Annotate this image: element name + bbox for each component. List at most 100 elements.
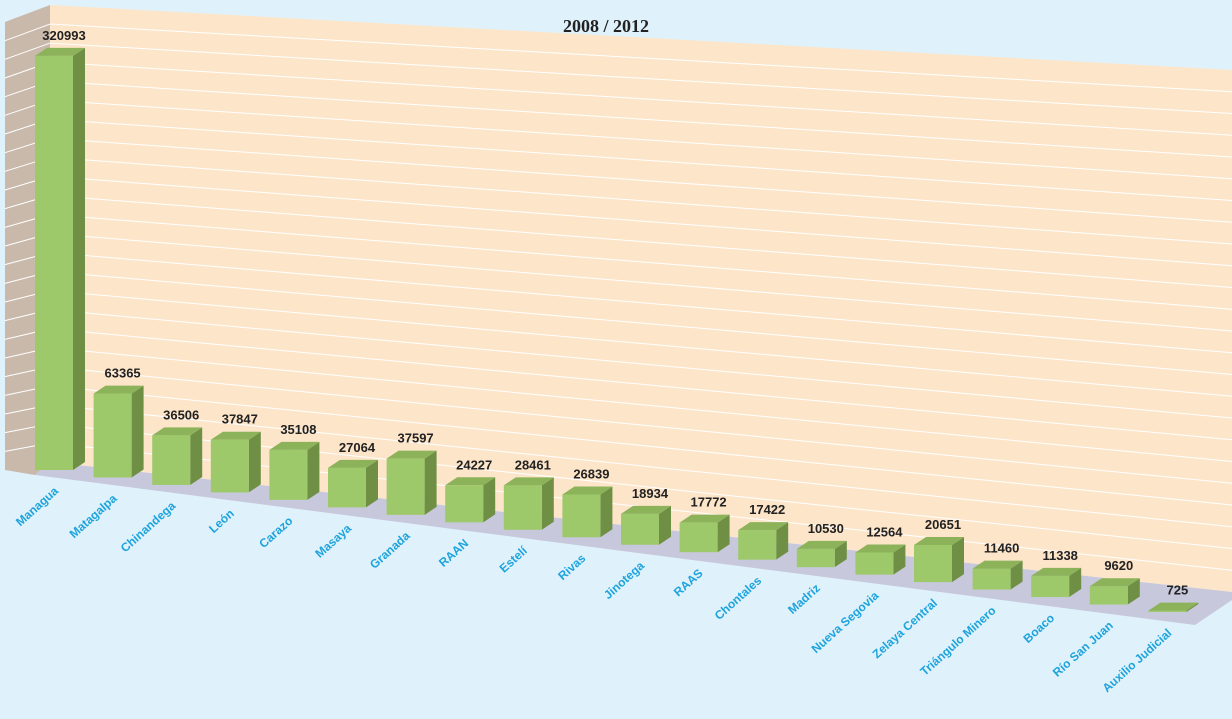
value-label: 9620 [1104,558,1133,573]
bar-side [307,441,320,500]
wall-line [49,118,1232,201]
category-label: Nueva Segovia [809,588,882,656]
bar-top [1148,602,1199,611]
category-label: Masaya [312,521,354,561]
bar [386,458,425,515]
bar [503,485,542,530]
bar-side [1010,560,1023,590]
wall-line [49,385,1232,506]
value-label: 36506 [163,407,199,422]
bar-side [424,450,437,515]
bar [1089,586,1128,605]
category-label: Matagalpa [67,491,120,541]
category-label: Jinotega [601,558,647,602]
bar-top [35,47,85,56]
value-label: 37597 [398,431,434,446]
bar-top [796,540,847,549]
bar-top [738,522,789,531]
side-line [4,23,51,42]
value-label: 28461 [515,457,551,472]
category-label: Granada [367,528,413,571]
value-label: 26839 [573,466,609,481]
bar [210,439,249,493]
value-label: 320993 [42,28,85,43]
category-label: Chinandega [118,499,179,556]
bar-top [269,441,320,450]
wall-line [49,23,1232,93]
wall-line [49,156,1232,245]
wall-line [49,366,1232,484]
bar-top [914,536,964,545]
bar-top [1089,578,1140,587]
wall-line [49,271,1232,375]
value-label: 725 [1167,583,1189,598]
wall-line [49,42,1232,114]
side-line [4,42,51,60]
bar [621,513,659,545]
category-label: RAAN [436,536,471,570]
bar [269,449,308,500]
category-label: Managua [13,484,61,529]
value-label: 10530 [808,521,844,536]
wall-line [49,194,1232,288]
bar [914,544,952,583]
category-label: Rivas [555,551,588,583]
bar [679,522,718,553]
value-label: 18934 [632,486,669,501]
bar [855,552,894,575]
wall-line [49,61,1232,136]
category-label: Madriz [785,581,823,617]
bar-top [679,514,730,523]
wall-line [49,175,1232,267]
bar-top [503,477,554,486]
wall-line [49,252,1232,354]
value-label: 17422 [749,502,785,517]
wall-line [49,309,1232,419]
bar-side [659,505,671,545]
bar-top [328,459,378,468]
category-label: León [206,506,237,536]
bar-top [386,450,437,459]
wall-line [49,80,1232,158]
bar-top [152,427,203,436]
value-label: 63365 [105,366,141,381]
bar-side [1069,567,1082,598]
category-label: Zelaya Central [870,596,940,661]
bar-side [483,477,496,523]
bar-top [855,544,906,553]
bar [1031,575,1070,598]
bar-top [562,486,613,495]
wall-line [49,328,1232,441]
bar-top [621,505,671,514]
value-label: 12564 [866,524,903,539]
value-label: 11460 [984,541,1019,556]
wall-line [49,347,1232,462]
bar [738,530,777,560]
category-label: Auxilio Judicial [1100,626,1175,695]
bar [152,435,191,485]
bar [35,55,73,470]
value-label: 11338 [1042,548,1077,563]
value-label: 37847 [222,412,258,427]
chart-title: 2008 / 2012 [563,16,649,36]
bar-side [248,431,261,493]
bar-top [445,477,496,486]
wall-line [49,99,1232,180]
category-label: Río San Juan [1050,618,1116,679]
bar-top [1031,567,1082,576]
bar-side [776,522,789,560]
category-label: Estelí [497,543,531,575]
bar-side [1127,578,1140,605]
category-label: Chontales [712,573,765,622]
bar [562,494,601,538]
bar-side [717,514,730,553]
bar-side [600,486,613,538]
bar-side [1186,602,1199,612]
bar-side [541,477,554,530]
value-label: 24227 [456,457,492,472]
category-label: Boaco [1021,611,1058,646]
bar-side [73,47,85,470]
value-label: 27064 [339,440,376,455]
bar-side [952,536,964,583]
